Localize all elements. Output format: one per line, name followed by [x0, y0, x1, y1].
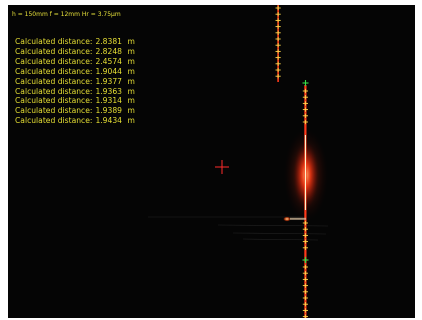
plus-marker-icon — [302, 239, 308, 244]
reading-value: 1.9363 — [95, 86, 123, 96]
plus-marker-icon — [302, 119, 308, 125]
plus-marker-icon — [275, 74, 281, 79]
reading-unit: m — [127, 86, 135, 96]
endpoint-top-icon — [302, 80, 309, 86]
plus-marker-icon — [302, 283, 308, 288]
plus-marker-icon — [275, 30, 281, 35]
reading-label: Calculated distance: — [15, 37, 93, 46]
reading-label: Calculated distance: — [15, 56, 93, 66]
reading-label: Calculated distance: — [15, 106, 93, 116]
distance-readings-list: Calculated distance: 2.8381 m Calculated … — [15, 37, 135, 126]
reading-value: 1.9377 — [95, 76, 123, 86]
plus-marker-icon — [302, 264, 308, 270]
distance-reading: Calculated distance: 2.8381 m — [15, 37, 135, 47]
plus-marker-icon — [302, 233, 308, 238]
main-laser-core — [304, 135, 306, 210]
reading-value: 1.9389 — [95, 106, 123, 116]
distance-reading: Calculated distance: 1.9363 m — [15, 87, 135, 97]
plus-marker-icon — [302, 245, 308, 250]
reading-label: Calculated distance: — [15, 116, 93, 126]
crosshair-icon — [215, 160, 229, 174]
endpoint-markers — [302, 80, 309, 263]
plus-marker-icon — [302, 101, 308, 106]
reading-label: Calculated distance: — [15, 96, 93, 106]
reading-unit: m — [127, 116, 135, 126]
reading-unit: m — [127, 37, 135, 46]
distance-reading: Calculated distance: 1.9044 m — [15, 67, 135, 77]
main-line-markers — [302, 88, 308, 318]
plus-marker-icon — [302, 107, 308, 112]
reading-value: 1.9314 — [95, 96, 123, 106]
reading-value: 1.9044 — [95, 66, 123, 76]
plus-marker-icon — [302, 289, 308, 294]
reading-value: 2.8248 — [95, 46, 123, 56]
distance-reading: Calculated distance: 1.9389 m — [15, 106, 135, 116]
reading-label: Calculated distance: — [15, 76, 93, 86]
plus-marker-icon — [302, 295, 308, 301]
plus-marker-icon — [275, 67, 281, 73]
plus-marker-icon — [275, 61, 281, 66]
plus-marker-icon — [302, 277, 308, 282]
laser-spot — [283, 216, 291, 222]
plus-marker-icon — [275, 55, 281, 60]
reading-label: Calculated distance: — [15, 86, 93, 96]
reading-unit: m — [127, 106, 135, 116]
reading-unit: m — [127, 96, 135, 106]
distance-reading: Calculated distance: 2.4574 m — [15, 57, 135, 67]
plus-marker-icon — [275, 18, 281, 23]
plus-marker-icon — [302, 302, 308, 307]
reading-unit: m — [127, 66, 135, 76]
laser-scene — [148, 5, 329, 318]
plus-marker-icon — [302, 88, 308, 94]
camera-view: h = 150mm f = 12mm Hr = 3.75μm Calculate… — [8, 5, 415, 318]
plus-marker-icon — [302, 227, 308, 232]
reading-value: 2.4574 — [95, 56, 123, 66]
plus-marker-icon — [275, 49, 281, 54]
camera-parameters: h = 150mm f = 12mm Hr = 3.75μm — [12, 11, 121, 18]
plus-marker-icon — [302, 95, 308, 100]
plus-marker-icon — [302, 271, 308, 276]
plus-marker-icon — [275, 12, 281, 17]
distance-reading: Calculated distance: 1.9434 m — [15, 116, 135, 126]
plus-marker-icon — [302, 113, 308, 118]
plus-marker-icon — [275, 43, 281, 48]
reading-label: Calculated distance: — [15, 46, 93, 56]
plus-marker-icon — [302, 314, 308, 318]
spot-bar — [290, 217, 306, 220]
reading-label: Calculated distance: — [15, 66, 93, 76]
reading-unit: m — [127, 76, 135, 86]
reading-value: 1.9434 — [95, 116, 123, 126]
reflection-streaks — [148, 216, 329, 241]
plus-marker-icon — [275, 5, 281, 11]
plus-marker-icon — [302, 308, 308, 313]
reading-value: 2.8381 — [95, 37, 123, 46]
reading-unit: m — [127, 56, 135, 66]
distance-reading: Calculated distance: 2.8248 m — [15, 47, 135, 57]
reading-unit: m — [127, 46, 135, 56]
plus-marker-icon — [275, 36, 281, 42]
plus-marker-icon — [302, 220, 308, 226]
distance-reading: Calculated distance: 1.9314 m — [15, 96, 135, 106]
endpoint-bottom-icon — [302, 257, 309, 263]
distance-reading: Calculated distance: 1.9377 m — [15, 77, 135, 87]
upper-line-markers — [275, 5, 281, 79]
plus-marker-icon — [275, 24, 281, 29]
